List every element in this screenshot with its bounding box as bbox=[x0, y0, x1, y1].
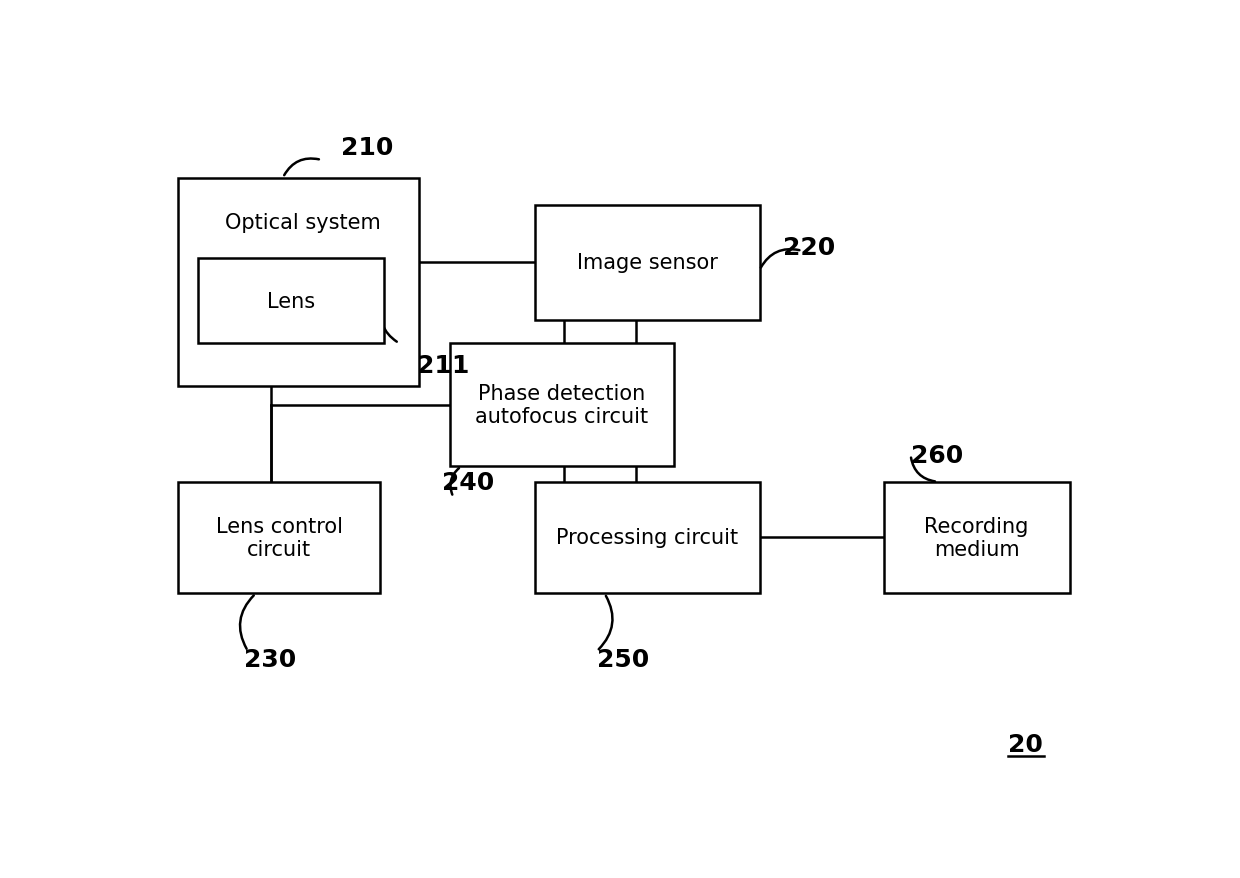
Bar bbox=[197, 259, 383, 344]
Bar bbox=[449, 344, 675, 467]
Text: Image sensor: Image sensor bbox=[577, 253, 718, 273]
Text: 230: 230 bbox=[244, 647, 296, 671]
Text: 210: 210 bbox=[341, 136, 393, 160]
Text: Processing circuit: Processing circuit bbox=[556, 528, 738, 548]
Text: Optical system: Optical system bbox=[224, 213, 381, 233]
Bar bbox=[179, 178, 419, 386]
Bar bbox=[534, 482, 759, 594]
Bar bbox=[179, 482, 379, 594]
Text: 260: 260 bbox=[910, 443, 963, 467]
Text: Lens control
circuit: Lens control circuit bbox=[216, 516, 342, 559]
Text: Recording
medium: Recording medium bbox=[924, 516, 1029, 559]
Text: Lens: Lens bbox=[267, 291, 315, 312]
Bar bbox=[883, 482, 1069, 594]
Text: Phase detection
autofocus circuit: Phase detection autofocus circuit bbox=[475, 384, 649, 427]
Text: 240: 240 bbox=[441, 471, 494, 494]
Text: 220: 220 bbox=[782, 235, 835, 260]
Text: 250: 250 bbox=[596, 647, 649, 671]
Text: 211: 211 bbox=[417, 353, 469, 378]
Bar bbox=[534, 205, 759, 320]
Text: 20: 20 bbox=[1007, 731, 1043, 756]
